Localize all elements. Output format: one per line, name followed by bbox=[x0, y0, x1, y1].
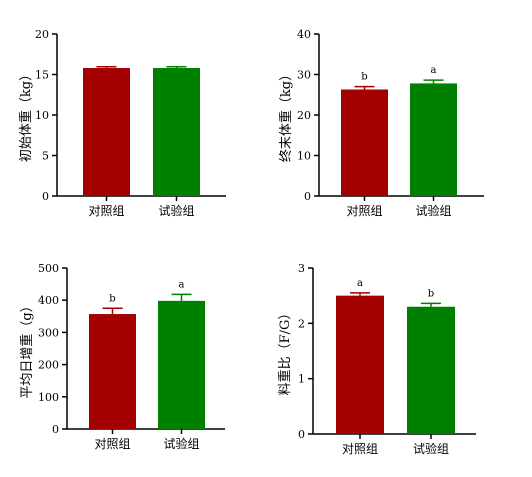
y-tick-label: 10 bbox=[297, 150, 311, 163]
y-tick-label: 5 bbox=[42, 150, 49, 163]
bar bbox=[336, 295, 384, 434]
bar bbox=[407, 306, 455, 434]
y-axis-title: 料重比（F/G） bbox=[277, 307, 293, 396]
chart-panel-3: 0 100 200 300 400 500 平均日增重（g） b 对照组 a 试验组 bbox=[19, 262, 225, 451]
y-tick-label: 15 bbox=[35, 69, 49, 82]
y-tick-label: 0 bbox=[52, 423, 59, 436]
chart-panel-1: 0 5 10 15 20 初始体重（kg） 对照组 试验组 bbox=[18, 28, 226, 218]
x-tick-label: 对照组 bbox=[346, 204, 382, 218]
y-tick-label: 100 bbox=[38, 391, 59, 404]
y-tick-label: 3 bbox=[298, 262, 305, 275]
chart-panel-2: 0 10 20 30 40 终末体重（kg） b 对照组 a 试验组 bbox=[278, 28, 484, 218]
y-tick-label: 0 bbox=[298, 428, 305, 441]
y-tick-label: 500 bbox=[38, 262, 59, 275]
y-tick-label: 40 bbox=[297, 28, 311, 41]
bar bbox=[410, 83, 457, 196]
y-tick-label: 10 bbox=[35, 109, 49, 122]
y-axis-title: 平均日增重（g） bbox=[19, 299, 35, 398]
y-tick-label: 20 bbox=[35, 28, 49, 41]
significance-label: a bbox=[179, 279, 185, 290]
y-tick-label: 200 bbox=[38, 359, 59, 372]
y-tick-label: 400 bbox=[38, 294, 59, 307]
x-tick-label: 试验组 bbox=[415, 203, 451, 218]
x-tick-label: 对照组 bbox=[88, 204, 124, 218]
y-tick-label: 20 bbox=[297, 109, 311, 122]
significance-label: b bbox=[428, 288, 434, 299]
bar bbox=[341, 89, 388, 196]
y-tick-label: 300 bbox=[38, 326, 59, 339]
y-tick-label: 0 bbox=[304, 190, 311, 203]
chart-panel-4: 0 1 2 3 料重比（F/G） a 对照组 b 试验组 bbox=[277, 262, 476, 456]
y-axis-title: 初始体重（kg） bbox=[18, 68, 34, 162]
x-tick-label: 对照组 bbox=[94, 437, 130, 451]
y-tick-label: 0 bbox=[42, 190, 49, 203]
significance-label: a bbox=[357, 278, 363, 289]
y-tick-label: 1 bbox=[298, 373, 305, 386]
y-axis-title: 终末体重（kg） bbox=[278, 68, 294, 162]
x-tick-label: 对照组 bbox=[342, 442, 378, 456]
bar bbox=[153, 68, 200, 196]
y-tick-label: 30 bbox=[297, 69, 311, 82]
x-tick-label: 试验组 bbox=[163, 436, 199, 451]
bar bbox=[83, 68, 130, 196]
significance-label: b bbox=[109, 293, 115, 304]
x-tick-label: 试验组 bbox=[158, 203, 194, 218]
bar bbox=[158, 300, 205, 429]
significance-label: b bbox=[361, 72, 367, 83]
significance-label: a bbox=[431, 65, 437, 76]
bar bbox=[89, 314, 136, 429]
x-tick-label: 试验组 bbox=[413, 441, 449, 456]
y-tick-label: 2 bbox=[298, 317, 305, 330]
